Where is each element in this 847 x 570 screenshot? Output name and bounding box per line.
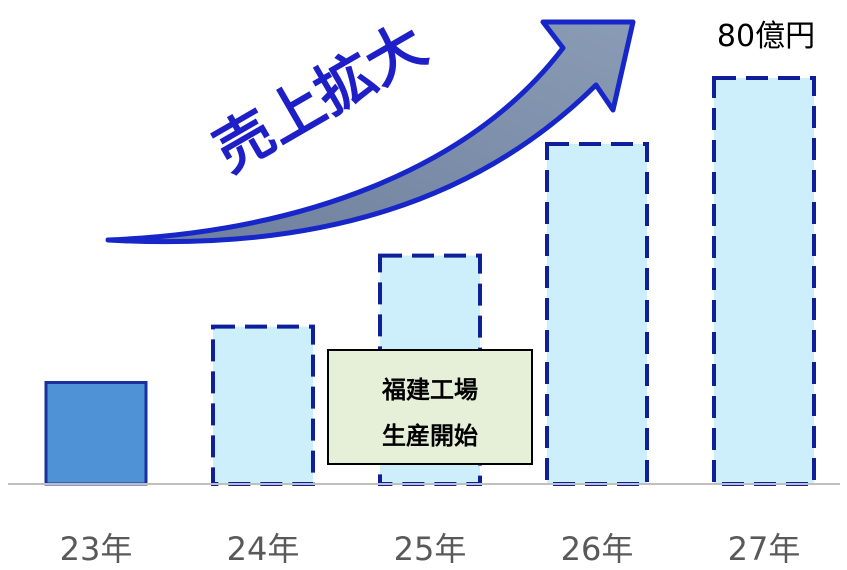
bar-24年 [211, 324, 315, 486]
x-tick-label: 23年 [60, 530, 133, 568]
bar-27年 [712, 76, 816, 486]
x-tick-labels: 23年 24年 25年 26年 27年 [60, 530, 801, 568]
x-tick-label: 27年 [728, 530, 801, 568]
callout-line-2: 生産開始 [382, 422, 478, 450]
x-tick-label: 24年 [227, 530, 300, 568]
data-label-27: 80億円 [717, 19, 815, 54]
arrow-text: 売上拡大 [203, 10, 438, 185]
x-tick-label: 26年 [561, 530, 634, 568]
bar-26年 [545, 141, 649, 486]
growth-arrow [105, 19, 636, 245]
callout-line-1: 福建工場 [381, 376, 478, 404]
bar-23年 [44, 381, 148, 486]
x-tick-label: 25年 [394, 530, 467, 568]
callout-box: 福建工場 生産開始 [327, 349, 533, 465]
